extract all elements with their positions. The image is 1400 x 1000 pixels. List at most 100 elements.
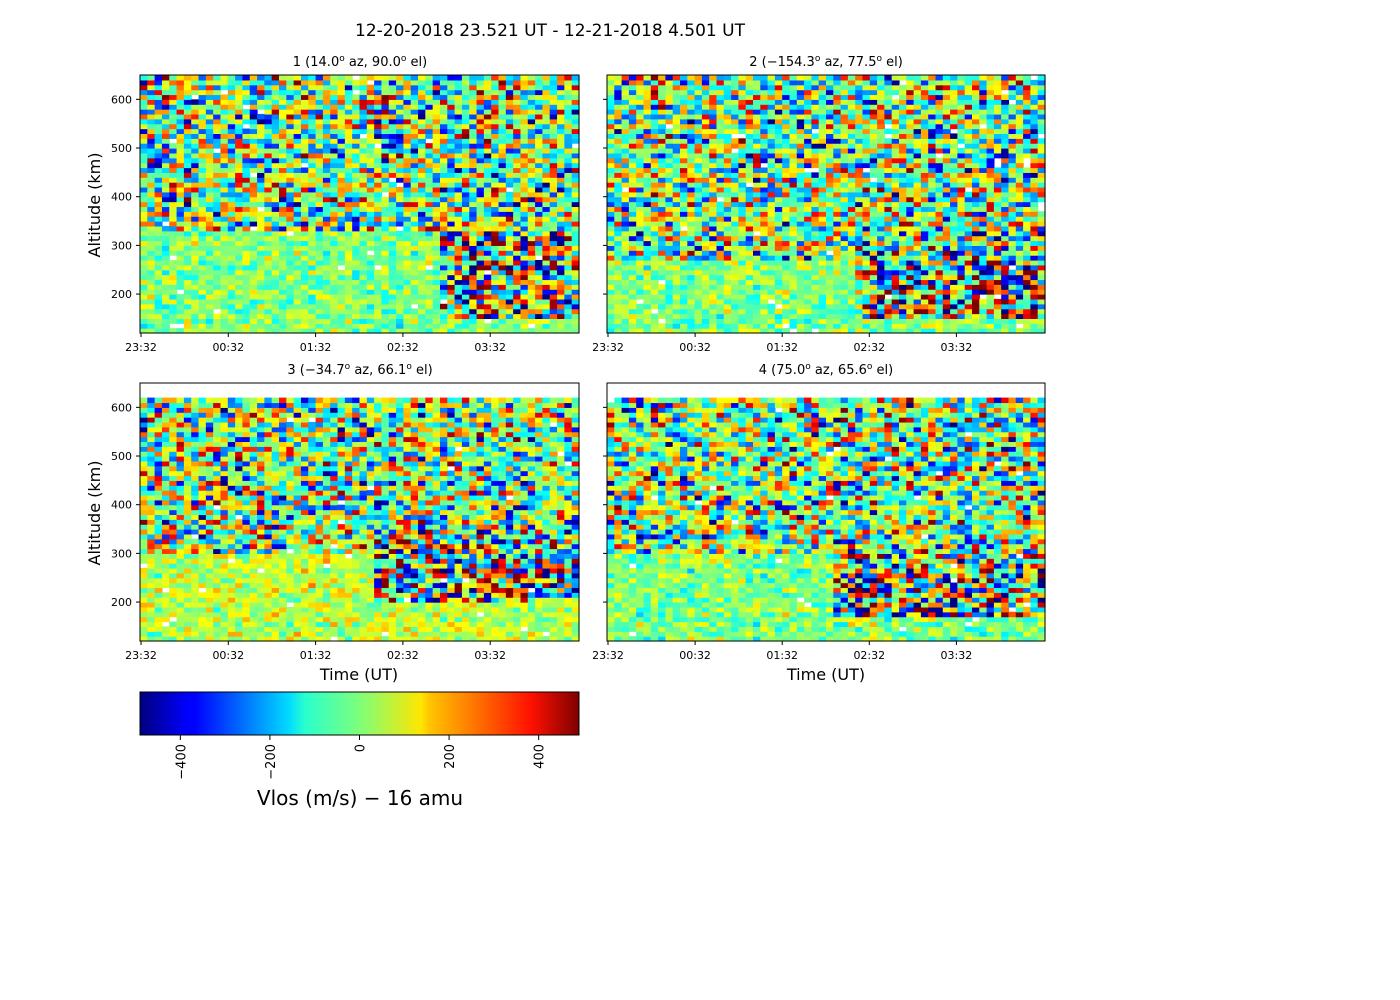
heatmap-cell [396, 274, 404, 281]
heatmap-cell [549, 157, 558, 164]
heatmap-cell [753, 216, 761, 222]
heatmap-cell [687, 177, 696, 183]
heatmap-cell [767, 186, 776, 193]
heatmap-cell [322, 225, 331, 232]
heatmap-cell [461, 221, 470, 227]
heatmap-cell [513, 313, 522, 319]
heatmap-cell [811, 274, 820, 281]
heatmap-cell [381, 172, 390, 178]
heatmap-cell [840, 133, 849, 139]
heatmap-cell [183, 186, 192, 193]
heatmap-cell [279, 157, 287, 164]
heatmap-cell [789, 167, 798, 173]
heatmap-cell [352, 99, 361, 105]
heatmap-cell [140, 211, 148, 217]
heatmap-cell [403, 123, 412, 130]
heatmap-cell [760, 289, 769, 295]
heatmap-cell [461, 143, 470, 149]
heatmap-cell [257, 148, 265, 154]
heatmap-cell [286, 259, 295, 266]
heatmap-cell [818, 284, 827, 290]
heatmap-cell [352, 152, 361, 159]
heatmap-cell [665, 294, 674, 300]
heatmap-cell [235, 298, 244, 305]
heatmap-cell [491, 128, 500, 135]
heatmap-cell [628, 167, 637, 173]
heatmap-cell [636, 191, 645, 198]
heatmap-cell [337, 162, 346, 169]
heatmap-cell [330, 250, 339, 256]
heatmap-cell [169, 303, 178, 310]
heatmap-cell [607, 250, 615, 256]
heatmap-cell [826, 79, 834, 86]
heatmap-cell [774, 308, 783, 315]
heatmap-cell [767, 148, 776, 154]
heatmap-cell [796, 182, 805, 188]
heatmap-cell [607, 235, 615, 242]
heatmap-cell [425, 148, 434, 154]
heatmap-cell [352, 79, 361, 86]
heatmap-cell [249, 186, 258, 193]
heatmap-cell [804, 211, 812, 217]
heatmap-cell [213, 313, 222, 319]
heatmap-cell [476, 157, 485, 164]
heatmap-cell [483, 128, 492, 135]
heatmap-cell [505, 298, 514, 305]
heatmap-cell [396, 99, 404, 105]
heatmap-cell [636, 328, 645, 334]
heatmap-cell [140, 216, 148, 222]
heatmap-cell [687, 279, 696, 285]
heatmap-cell [235, 172, 244, 178]
heatmap-cell [571, 274, 580, 281]
heatmap-cell [476, 328, 485, 334]
heatmap-cell [614, 128, 623, 135]
heatmap-cell [513, 216, 522, 222]
heatmap-cell [191, 225, 200, 232]
heatmap-cell [242, 323, 251, 329]
heatmap-cell [337, 259, 346, 266]
heatmap-cell [782, 230, 791, 237]
heatmap-cell [432, 313, 441, 319]
heatmap-cell [227, 230, 236, 237]
heatmap-cell [454, 177, 463, 183]
heatmap-cell [650, 191, 659, 198]
heatmap-cell [279, 318, 287, 324]
heatmap-cell [855, 313, 864, 319]
heatmap-cell [483, 279, 492, 285]
heatmap-cell [271, 138, 280, 144]
heatmap-cell [374, 89, 383, 96]
heatmap-cell [183, 308, 192, 315]
heatmap-cell [847, 269, 856, 276]
heatmap-cell [498, 298, 507, 305]
heatmap-cell [271, 323, 280, 329]
heatmap-cell [271, 298, 280, 305]
heatmap-cell [672, 250, 681, 256]
heatmap-cell [665, 289, 674, 295]
heatmap-cell [205, 143, 214, 149]
heatmap-cell [447, 255, 456, 261]
heatmap-cell [403, 259, 412, 266]
heatmap-cell [498, 245, 507, 251]
heatmap-cell [614, 152, 623, 159]
heatmap-cell [811, 308, 820, 315]
heatmap-cell [432, 133, 441, 139]
heatmap-cell [796, 104, 805, 110]
heatmap-cell [447, 109, 456, 115]
heatmap-cell [535, 128, 544, 135]
heatmap-cell [198, 225, 207, 232]
heatmap-cell [271, 75, 280, 81]
heatmap-cell [344, 323, 353, 329]
heatmap-cell [753, 157, 761, 164]
heatmap-cell [833, 148, 842, 154]
heatmap-cell [388, 240, 397, 246]
heatmap-cell [169, 94, 178, 100]
heatmap-cell [235, 235, 244, 242]
heatmap-cell [709, 259, 718, 266]
heatmap-cell [140, 313, 148, 319]
panel-1: 1 (14.0o az, 90.0o el) 23:32 00:32 01:32 02… [85, 54, 580, 354]
heatmap-cell [169, 118, 178, 125]
heatmap-cell [847, 172, 856, 178]
heatmap-cell [855, 191, 864, 198]
heatmap-cell [549, 269, 558, 276]
heatmap-cell [738, 143, 747, 149]
